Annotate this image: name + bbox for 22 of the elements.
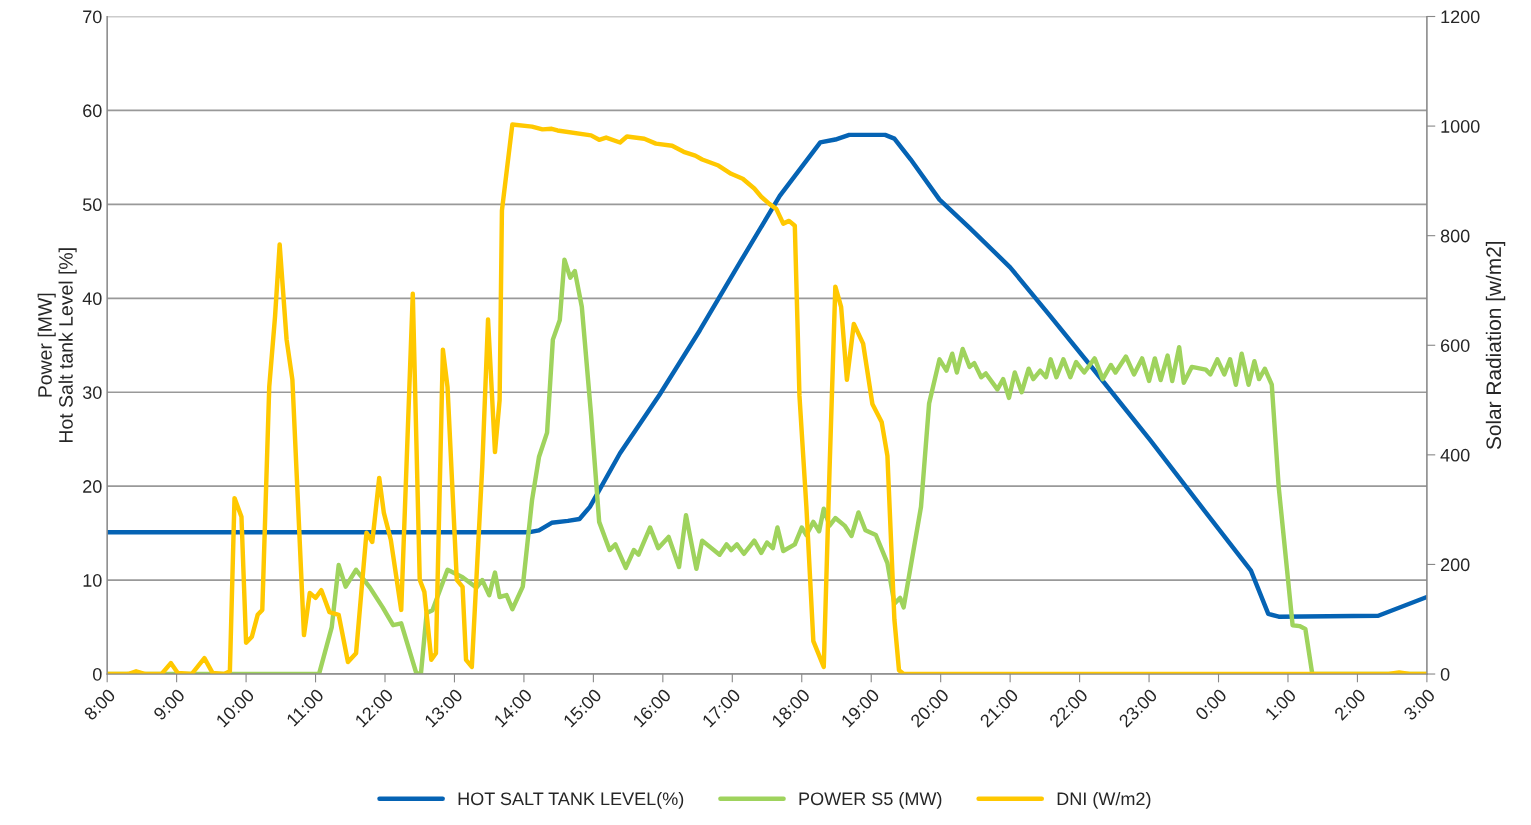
y-tick-label: 0: [92, 667, 102, 681]
legend-label: DNI (W/m2): [1057, 791, 1151, 809]
y2-tick-label: 1000: [1441, 120, 1480, 133]
y2-tick-label: 400: [1440, 448, 1470, 462]
x-tick-label: 9:00: [152, 688, 186, 721]
y-tick-label: 30: [82, 386, 102, 399]
x-tick-label: 0:00: [1194, 688, 1228, 721]
y2-tick-label: 800: [1440, 229, 1470, 243]
y2-tick-label: 200: [1440, 558, 1470, 572]
y2-tick-label: 600: [1441, 339, 1470, 352]
y-tick-label: 10: [83, 574, 102, 587]
y2-tick-label: 1200: [1441, 10, 1480, 24]
y-tick-label: 40: [82, 292, 102, 306]
legend-label: POWER S5 (MW): [799, 791, 942, 809]
y-tick-label: 60: [83, 104, 102, 118]
y-tick-label: 70: [83, 10, 102, 24]
y2-tick-label: 0: [1440, 667, 1450, 681]
y2-axis-title: Solar Radiation [w/m2]: [1485, 241, 1506, 450]
y-axis-title: Power [MW] Hot Salt tank Level [%]: [37, 248, 77, 443]
y-tick-label: 20: [83, 480, 102, 493]
y-tick-label: 50: [82, 198, 102, 212]
legend-label: HOT SALT TANK LEVEL(%): [458, 791, 684, 809]
